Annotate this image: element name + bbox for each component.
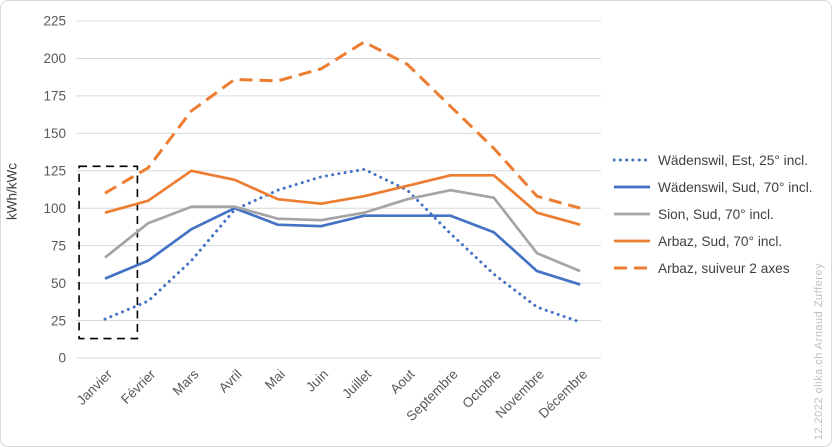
y-tick-label: 25 <box>51 313 66 328</box>
legend-label: Wädenswil, Est, 25° incl. <box>658 152 809 168</box>
legend-line-sample-arbaz-sud-70 <box>614 239 650 243</box>
legend-line-sample-wadenswil-est-25 <box>613 158 651 162</box>
legend-line-sample-arbaz-suiveur-2-axes <box>614 266 650 270</box>
legend-label: Sion, Sud, 70° incl. <box>658 206 774 222</box>
series-line-sion-sud-70 <box>104 188 581 273</box>
x-tick-label: Octobre <box>459 367 504 412</box>
x-tick-label: Mai <box>262 367 288 393</box>
legend-item-wadenswil-est-25: Wädenswil, Est, 25° incl. <box>613 151 813 169</box>
chart-legend: Wädenswil, Est, 25° incl. Wädenswil, Sud,… <box>613 151 813 277</box>
x-tick-label: Janvier <box>74 366 116 408</box>
y-tick-label: 200 <box>43 51 66 66</box>
series-line-arbaz-sud-70 <box>104 169 581 227</box>
series-line-wadenswil-sud-70 <box>104 206 581 286</box>
x-tick-label: Aout <box>387 366 417 396</box>
x-tick-label: Avril <box>216 367 245 396</box>
legend-item-wadenswil-sud-70: Wädenswil, Sud, 70° incl. <box>613 178 813 196</box>
x-tick-label: Mars <box>170 366 202 398</box>
watermark-text: 12.2022 olika.ch Arnaud Zufferey <box>813 262 825 440</box>
y-tick-label: 50 <box>51 276 66 291</box>
series-line-arbaz-suiveur-2-axes <box>104 40 581 210</box>
y-axis-title: kWh/kWc <box>4 163 20 220</box>
legend-line-sample-wadenswil-sud-70 <box>614 185 650 189</box>
y-tick-label: 125 <box>43 163 66 178</box>
y-tick-label: 150 <box>43 126 66 141</box>
y-tick-label: 175 <box>43 89 66 104</box>
x-tick-label: Février <box>118 366 159 407</box>
y-tick-label: 100 <box>43 201 66 216</box>
y-tick-label: 0 <box>58 351 66 366</box>
x-tick-label: Juillet <box>339 366 374 401</box>
y-tick-label: 225 <box>43 14 66 29</box>
legend-item-arbaz-sud-70: Arbaz, Sud, 70° incl. <box>613 232 813 250</box>
x-tick-label: Juin <box>303 367 331 395</box>
legend-label: Arbaz, Sud, 70° incl. <box>658 233 783 249</box>
legend-label: Wädenswil, Sud, 70° incl. <box>658 179 813 195</box>
legend-item-arbaz-suiveur-2-axes: Arbaz, suiveur 2 axes <box>613 259 813 277</box>
highlight-rectangle <box>78 165 139 340</box>
y-tick-label: 75 <box>51 238 66 253</box>
legend-line-sample-sion-sud-70 <box>614 212 650 216</box>
legend-label: Arbaz, suiveur 2 axes <box>658 260 790 276</box>
legend-item-sion-sud-70: Sion, Sud, 70° incl. <box>613 205 813 223</box>
